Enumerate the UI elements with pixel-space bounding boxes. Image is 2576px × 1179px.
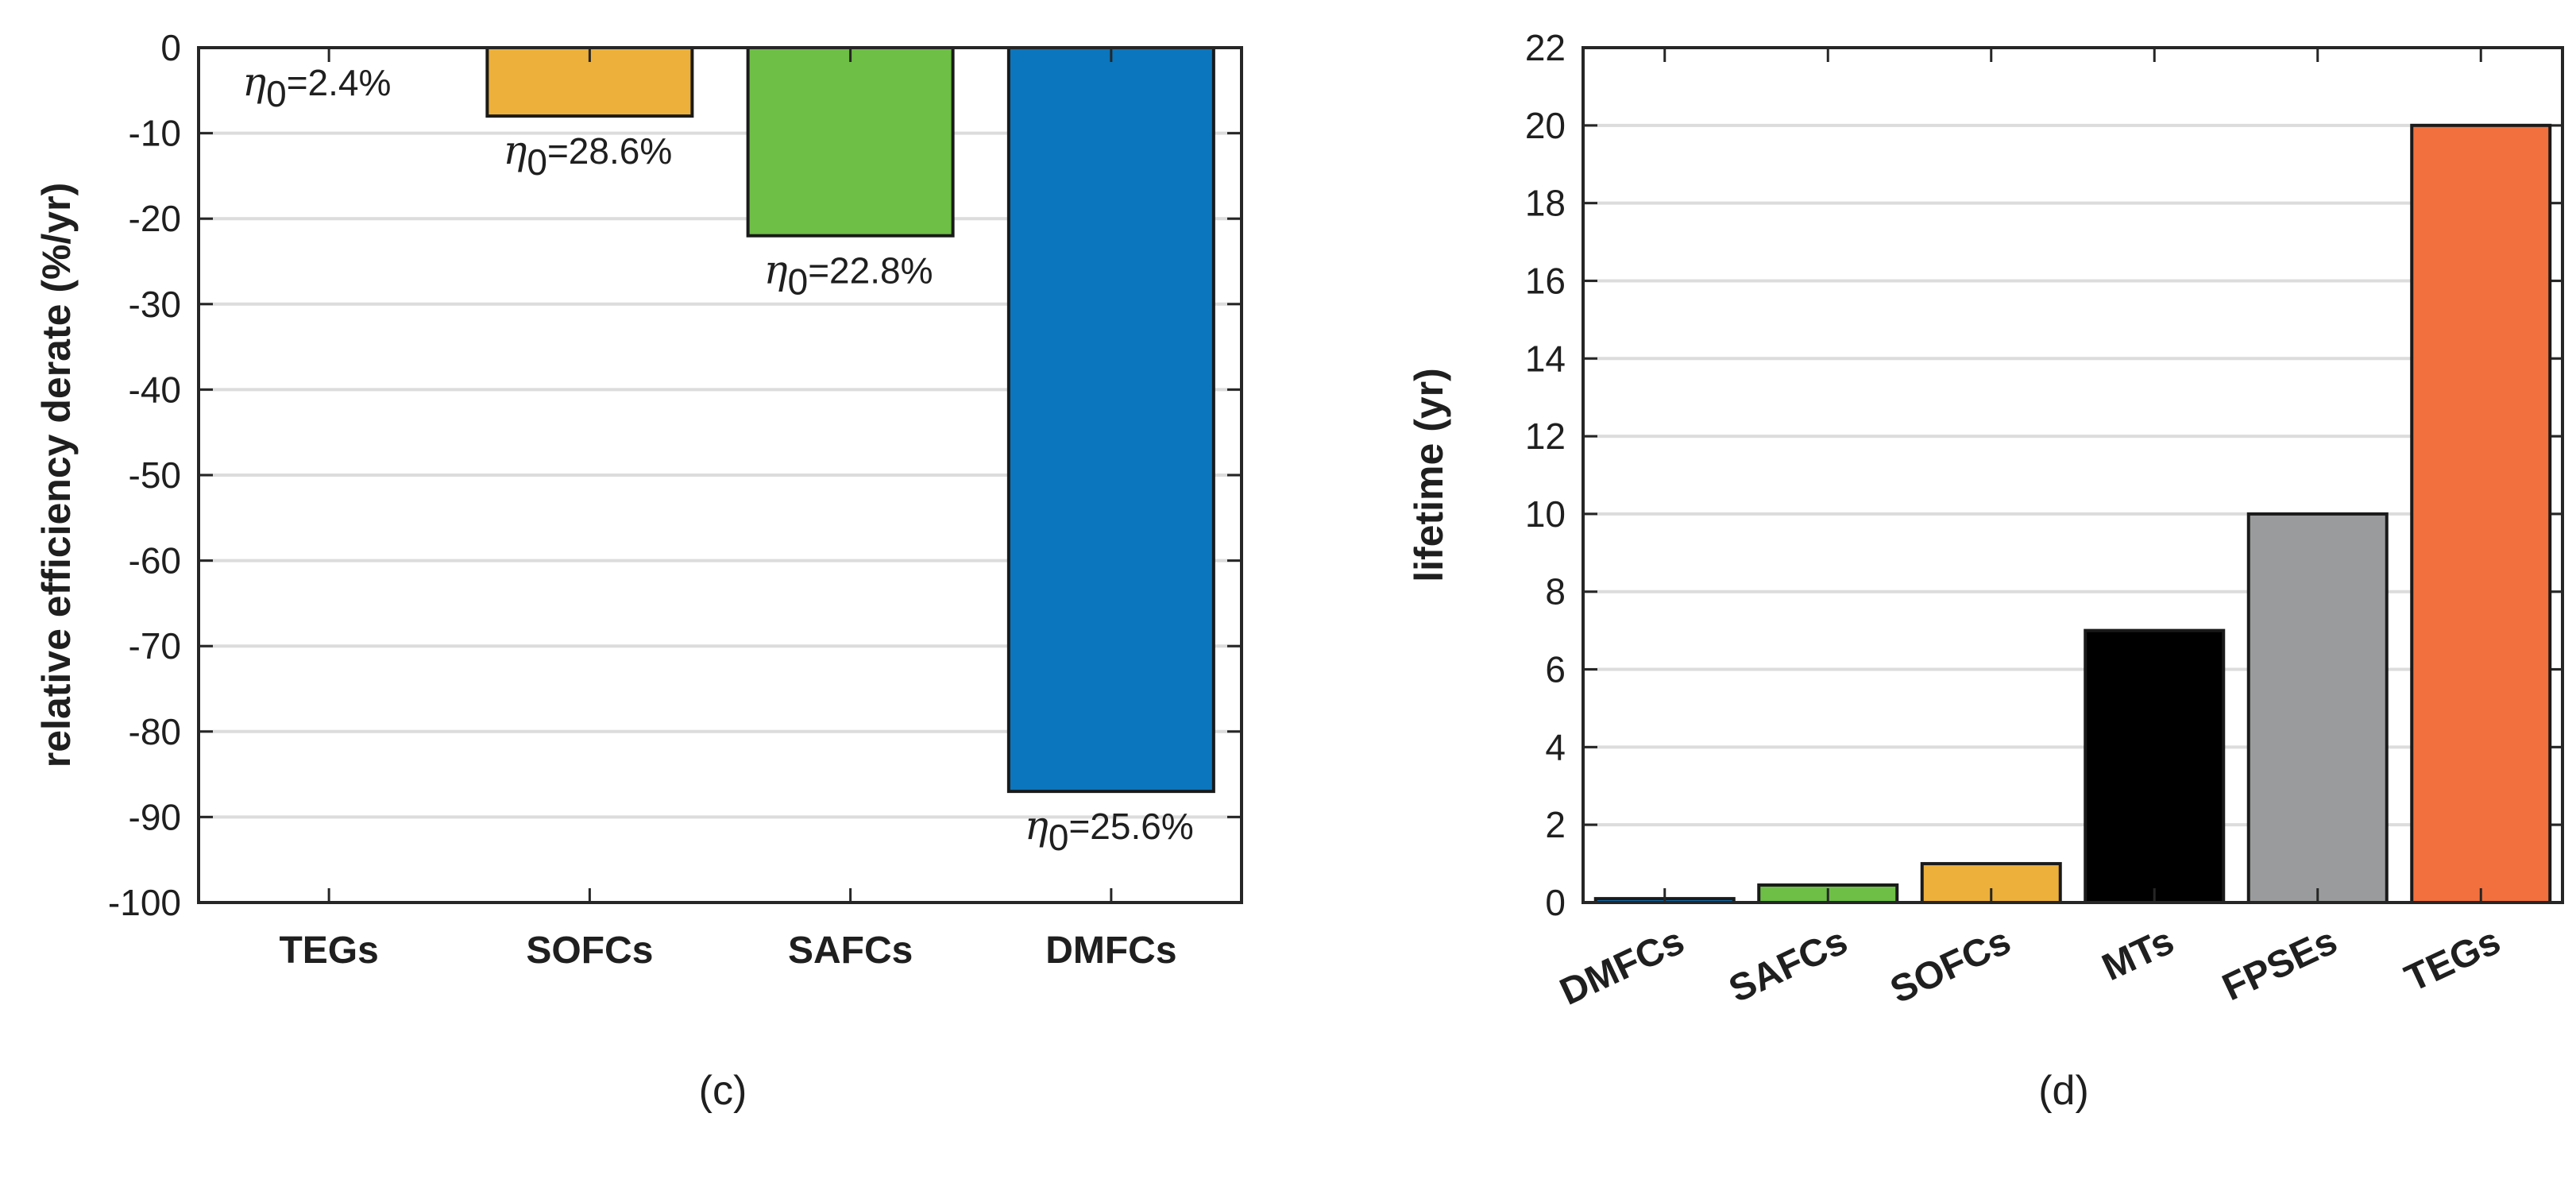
x-category-label: SOFCs	[1884, 920, 2017, 1012]
x-category-label: SAFCs	[788, 930, 913, 972]
eta-symbol: η	[242, 59, 266, 105]
y-tick-label: -60	[129, 540, 181, 582]
y-tick-label: 14	[1525, 338, 1566, 379]
panel-label: (c)	[699, 1068, 747, 1114]
chart-panel-d: 0 2 4 6 8 10 12 14 16 18 20 22 DMFCs SAFCs SOFCs MTs FPS…	[1407, 27, 2564, 1114]
y-tick-label: 0	[1545, 882, 1566, 923]
bar	[1006, 46, 1215, 794]
y-tick-label: -20	[129, 198, 181, 239]
y-tick-label: -50	[129, 454, 181, 496]
panel-label: (d)	[2038, 1068, 2089, 1114]
eta-symbol: η	[503, 127, 527, 173]
eta-subscript: 0	[788, 261, 809, 303]
efficiency-annotation: η0=22.8%	[764, 247, 933, 303]
y-tick-label: -30	[129, 284, 181, 325]
bar	[2246, 512, 2389, 905]
y-tick-label: 22	[1525, 27, 1566, 68]
y-tick-label: 0	[160, 27, 181, 68]
y-tick-label: 16	[1525, 260, 1566, 301]
axes-frame	[1582, 46, 2564, 904]
y-tick-label: -100	[108, 882, 181, 923]
y-tick-label: -80	[129, 711, 181, 752]
x-category-label: SOFCs	[526, 930, 653, 972]
x-category-label: MTs	[2096, 920, 2180, 989]
bar	[2084, 628, 2226, 904]
eta-value: =2.4%	[287, 62, 392, 103]
y-tick-label: -40	[129, 369, 181, 410]
y-tick-label: -90	[129, 796, 181, 837]
eta-subscript: 0	[527, 141, 547, 183]
eta-value: =22.8%	[808, 250, 933, 292]
x-category-label: DMFCs	[1554, 920, 1690, 1014]
axes-frame	[197, 46, 1243, 904]
eta-symbol: η	[764, 247, 788, 293]
x-category-label: FPSEs	[2216, 920, 2343, 1009]
efficiency-annotation: η0=28.6%	[503, 127, 672, 183]
bar	[2410, 123, 2552, 904]
x-category-label: DMFCs	[1045, 930, 1176, 972]
bar	[746, 46, 955, 238]
eta-value: =25.6%	[1068, 806, 1193, 847]
efficiency-annotation: η0=25.6%	[1025, 802, 1194, 858]
eta-symbol: η	[1025, 802, 1049, 848]
y-tick-label: 10	[1525, 493, 1566, 535]
y-tick-label: 8	[1545, 571, 1566, 613]
eta-value: =28.6%	[547, 130, 672, 172]
efficiency-annotation: η0=2.4%	[242, 59, 391, 114]
y-tick-label: 18	[1525, 183, 1566, 224]
eta-subscript: 0	[266, 73, 287, 114]
y-tick-label: 4	[1545, 726, 1566, 767]
x-category-label: TEGs	[279, 930, 378, 972]
y-axis-title: relative efficiency derate (%/yr)	[34, 183, 79, 767]
y-tick-label: 2	[1545, 804, 1566, 845]
y-tick-label: 6	[1545, 649, 1566, 690]
y-axis-title: lifetime (yr)	[1407, 368, 1451, 582]
x-category-label: TEGs	[2399, 920, 2507, 1000]
eta-subscript: 0	[1049, 817, 1069, 858]
y-tick-label: -70	[129, 625, 181, 667]
y-tick-label: -10	[129, 113, 181, 154]
y-tick-label: 20	[1525, 105, 1566, 146]
chart-panel-c: 0-10-20-30-40-50-60-70-80-90-100TEGsη0=2…	[34, 27, 1243, 1114]
x-category-label: SAFCs	[1723, 920, 1854, 1011]
y-tick-label: 12	[1525, 416, 1566, 457]
